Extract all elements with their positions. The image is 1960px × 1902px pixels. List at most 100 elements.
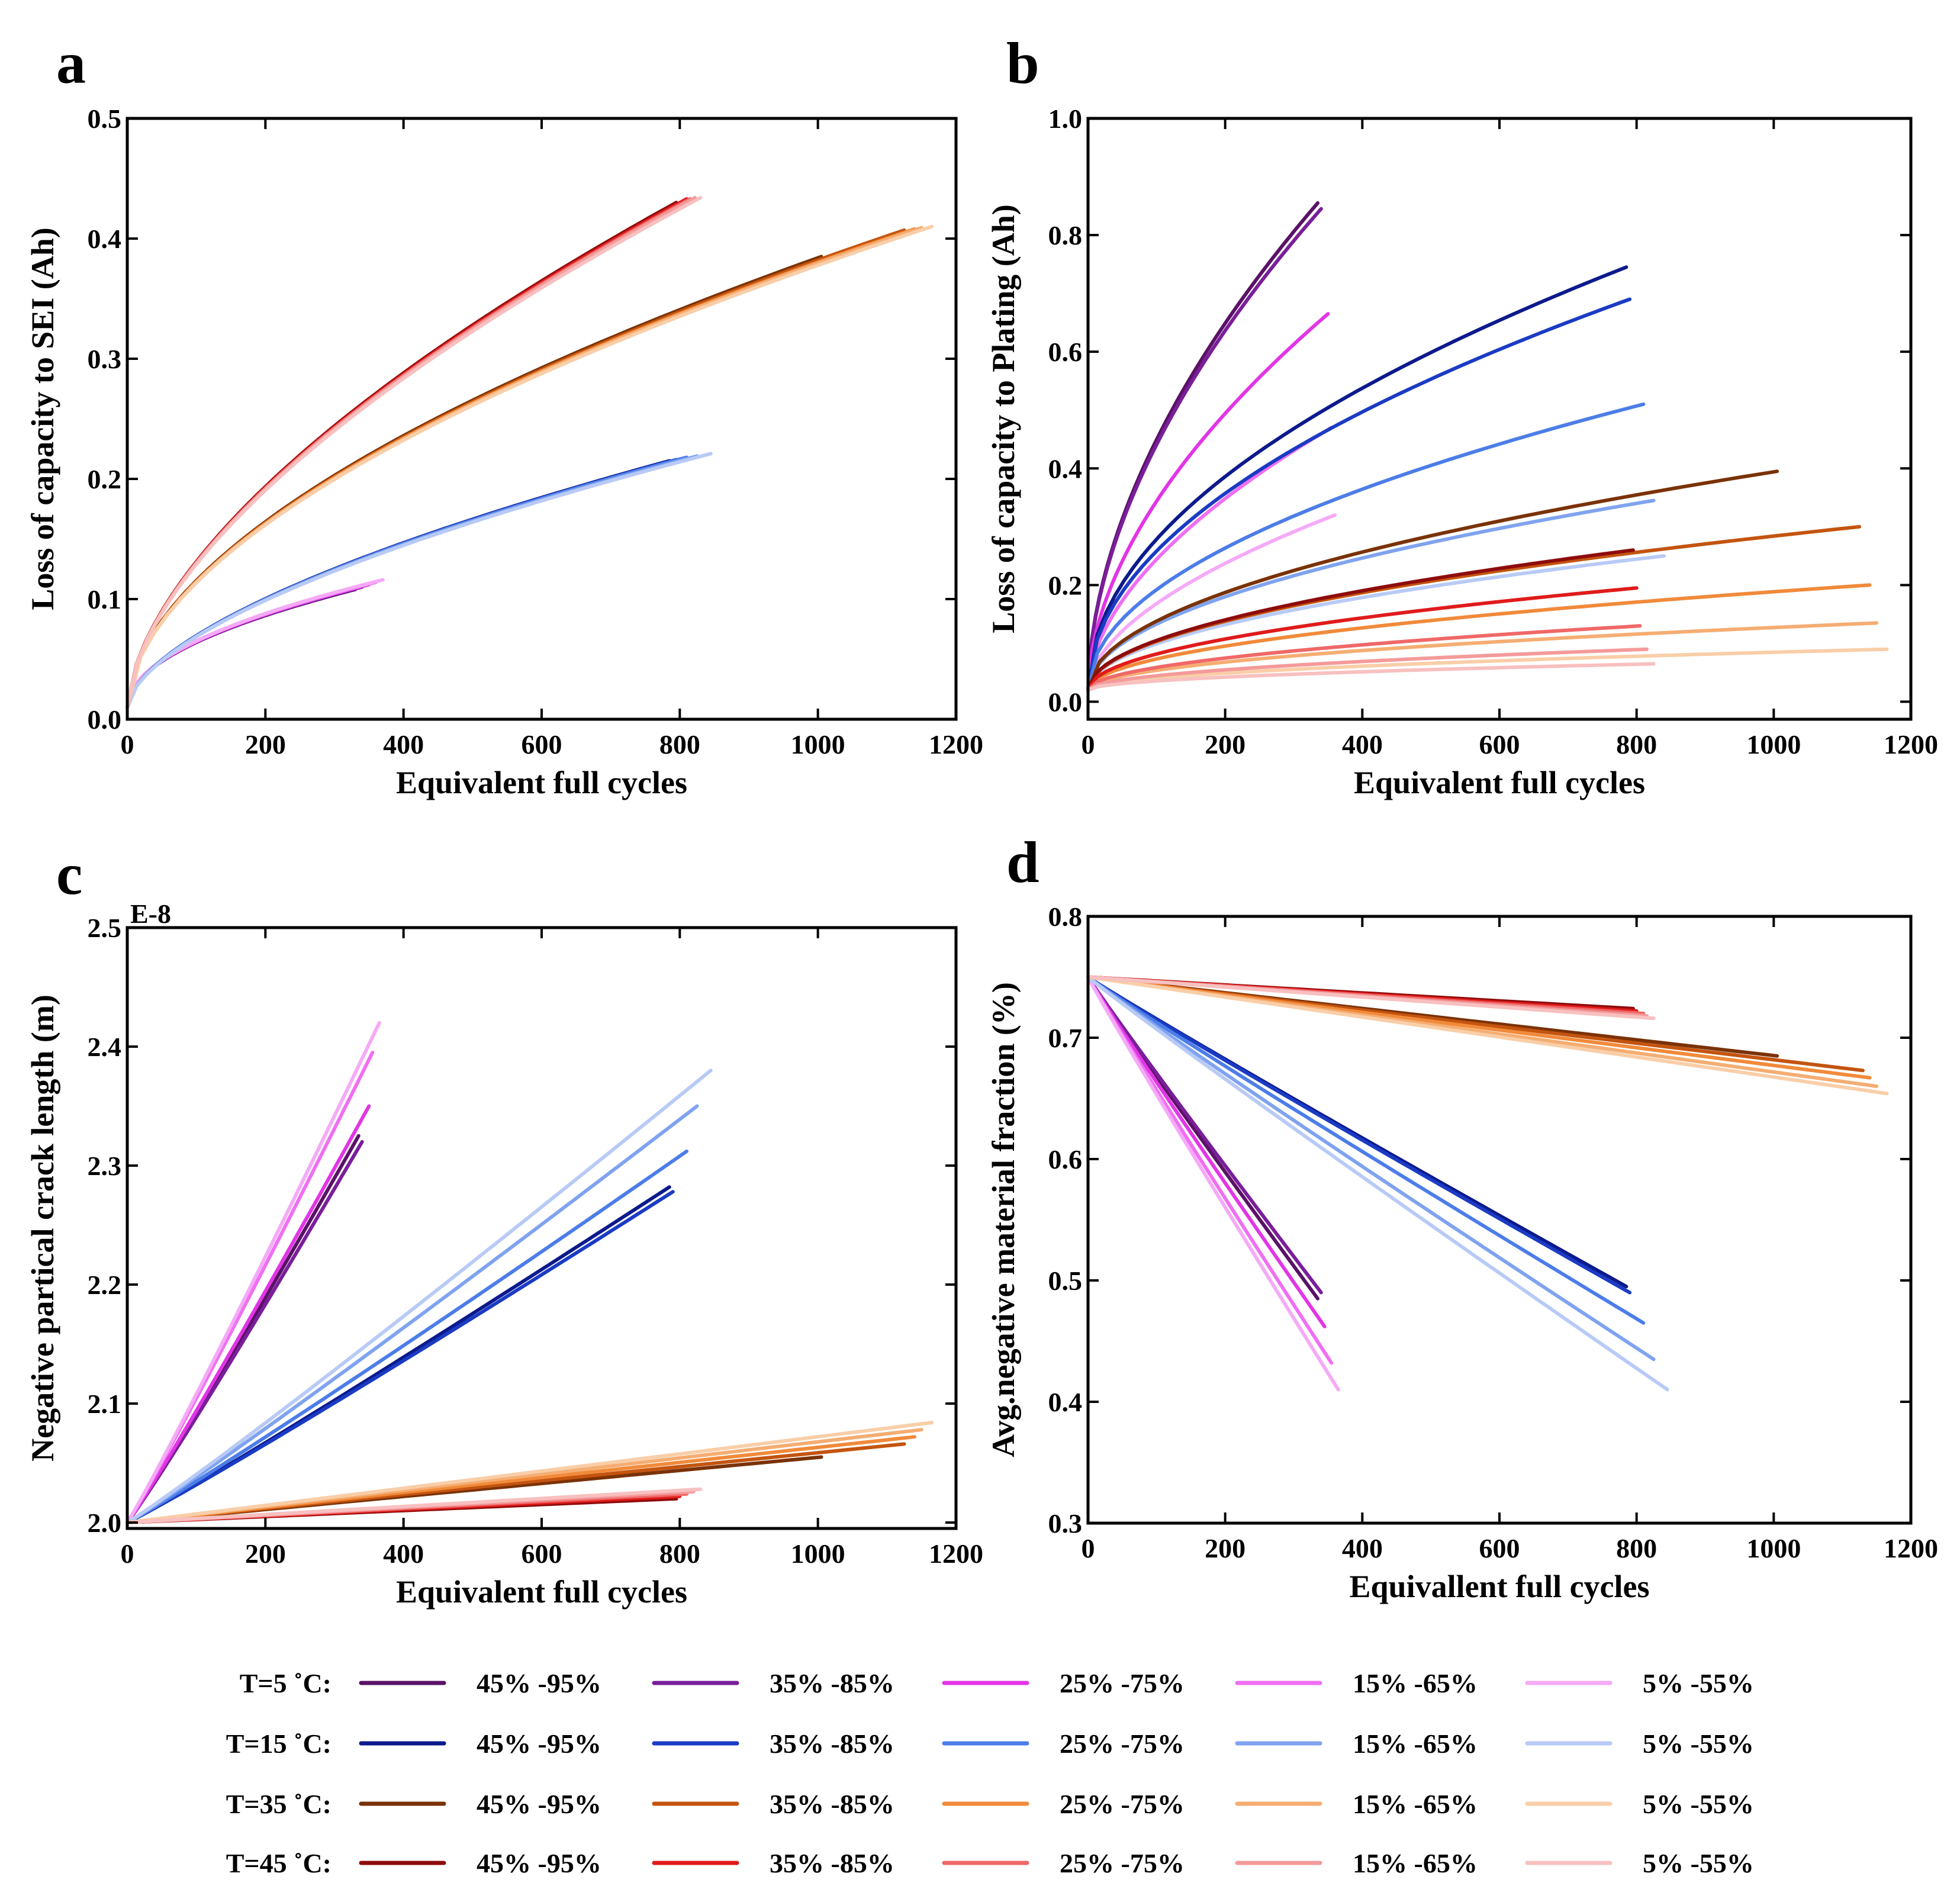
x-axis-title: Equivalent full cycles — [396, 1574, 687, 1610]
legend-item-label: 15% -65% — [1353, 1668, 1478, 1698]
series-line-T5-2 — [125, 1104, 371, 1524]
x-tick-label: 0 — [1082, 729, 1095, 759]
series-line-T45-0 — [125, 201, 678, 709]
series-line-T45-4 — [1086, 975, 1656, 1021]
x-tick-label: 0 — [121, 1539, 134, 1569]
x-tick-label: 1200 — [929, 1539, 983, 1569]
series-line-T5-4 — [125, 578, 385, 709]
x-tick-label: 400 — [383, 1539, 424, 1569]
y-tick-label: 0.4 — [1048, 1387, 1083, 1417]
x-tick-label: 800 — [1616, 1533, 1657, 1563]
chart-panel-c: c 0 200 400 600 800 1000 1200 2.0 2.1 2.2 2.3 2.4 2.5… — [25, 841, 983, 1610]
legend-item-label: 35% -85% — [770, 1729, 894, 1759]
y-tick-label: 0.2 — [88, 464, 122, 494]
series-line-T15-3 — [125, 1104, 699, 1524]
x-tick-label: 400 — [1342, 1533, 1383, 1563]
y-tick-label: 2.3 — [88, 1151, 122, 1181]
series-line-T15-4 — [1086, 975, 1669, 1392]
series-line-T5-1 — [125, 1140, 364, 1524]
y-tick-label: 0.3 — [1048, 1508, 1083, 1539]
series-line-T35-2 — [1086, 583, 1872, 692]
series-line-T45-4 — [125, 196, 703, 709]
series-line-T15-2 — [125, 455, 688, 709]
y-tick-label: 0.8 — [1048, 220, 1083, 250]
x-tick-label: 1200 — [929, 729, 983, 759]
series-line-T35-3 — [1086, 621, 1879, 692]
series-line-T45-3 — [125, 196, 697, 709]
series-line-T15-3 — [1086, 498, 1656, 692]
x-tick-label: 1200 — [1884, 729, 1938, 759]
legend-item-label: 25% -75% — [1060, 1668, 1185, 1698]
series-line-T5-1 — [125, 585, 364, 709]
y-tick-label: 2.1 — [88, 1389, 122, 1419]
y-tick-label: 0.7 — [1048, 1023, 1083, 1053]
series-line-T5-2 — [1086, 312, 1330, 692]
series-line-T5-3 — [125, 580, 378, 709]
series-line-T45-4 — [1086, 662, 1656, 692]
series-line-T15-1 — [1086, 975, 1632, 1295]
legend-item-label: 25% -75% — [1060, 1848, 1185, 1878]
x-tick-label: 0 — [121, 729, 134, 759]
legend-item-label: 35% -85% — [770, 1668, 894, 1698]
y-tick-label: 2.2 — [88, 1270, 122, 1300]
series-line-T5-2 — [1086, 975, 1327, 1328]
plot-frame — [125, 117, 958, 721]
panel-letter: c — [56, 841, 82, 907]
series-line-T5-2 — [125, 582, 371, 709]
y-tick-label: 0.1 — [88, 584, 122, 614]
y-axis-title: Loss of capacity to SEI (Ah) — [25, 227, 60, 610]
y-tick-label: 1.0 — [1048, 104, 1083, 134]
series-line-T15-1 — [125, 458, 678, 709]
x-tick-label: 400 — [1342, 729, 1383, 759]
series-line-T45-0 — [1086, 548, 1635, 692]
x-axis-title: Equivallent full cycles — [1349, 1569, 1649, 1604]
series-line-T45-3 — [1086, 647, 1649, 692]
y-tick-label: 0.4 — [88, 224, 122, 254]
series-line-T15-2 — [1086, 975, 1646, 1325]
y-tick-label: 2.5 — [88, 913, 122, 943]
x-tick-label: 1000 — [791, 729, 845, 759]
series-group — [1086, 201, 1889, 692]
x-tick-label: 600 — [522, 1539, 562, 1569]
series-line-T45-4 — [125, 1487, 703, 1524]
legend-item-label: 35% -85% — [770, 1848, 894, 1878]
series-line-T5-4 — [1086, 513, 1337, 692]
series-line-T35-4 — [125, 1421, 934, 1524]
series-line-T35-0 — [1086, 469, 1779, 692]
y-axis-title: Loss of capacity to Plating (Ah) — [986, 204, 1021, 633]
x-tick-label: 800 — [659, 729, 700, 759]
chart-panel-a: a 0 200 400 600 800 1000 1200 0.0 0.1 0.2 0.3 0.4 0.5… — [25, 30, 983, 800]
y-tick-label: 0.5 — [88, 104, 122, 134]
series-line-T5-1 — [1086, 975, 1323, 1295]
y-tick-label: 0.6 — [1048, 1144, 1083, 1174]
y-tick-label: 0.3 — [88, 344, 122, 374]
y-axis-title: Negative partical crack length (m) — [25, 995, 60, 1462]
series-group — [125, 196, 934, 709]
series-line-T15-1 — [125, 1190, 675, 1524]
series-line-T35-4 — [1086, 647, 1889, 692]
y-tick-label: 0.6 — [1048, 337, 1083, 367]
y-tick-label: 0.4 — [1048, 453, 1083, 484]
legend-item-label: 5% -55% — [1643, 1729, 1754, 1759]
series-line-T45-1 — [1086, 586, 1639, 692]
legend-item-label: 45% -95% — [477, 1729, 601, 1759]
series-line-T15-2 — [1086, 402, 1646, 692]
series-line-T15-4 — [1086, 554, 1666, 692]
series-line-T5-3 — [1086, 975, 1334, 1365]
legend-row-label: T=45 ˚C: — [226, 1848, 332, 1878]
x-tick-label: 600 — [1479, 729, 1520, 759]
x-tick-label: 800 — [1616, 729, 1657, 759]
series-line-T15-0 — [125, 459, 671, 709]
chart-panel-b: b 0 200 400 600 800 1000 1200 0.0 0.2 0.4 0.6 0.8 1.0… — [986, 30, 1938, 800]
y-tick-label: 2.0 — [88, 1508, 122, 1538]
legend-item-label: 5% -55% — [1643, 1668, 1754, 1698]
series-line-T15-3 — [1086, 975, 1656, 1362]
y-tick-label: 0.5 — [1048, 1266, 1083, 1296]
x-axis-title: Equivalent full cycles — [1354, 765, 1645, 800]
series-line-T15-4 — [125, 1069, 713, 1524]
series-line-T15-3 — [125, 454, 699, 709]
legend-item-label: 45% -95% — [477, 1848, 601, 1878]
legend-row-label: T=15 ˚C: — [226, 1729, 332, 1759]
x-tick-label: 200 — [1205, 1533, 1245, 1563]
